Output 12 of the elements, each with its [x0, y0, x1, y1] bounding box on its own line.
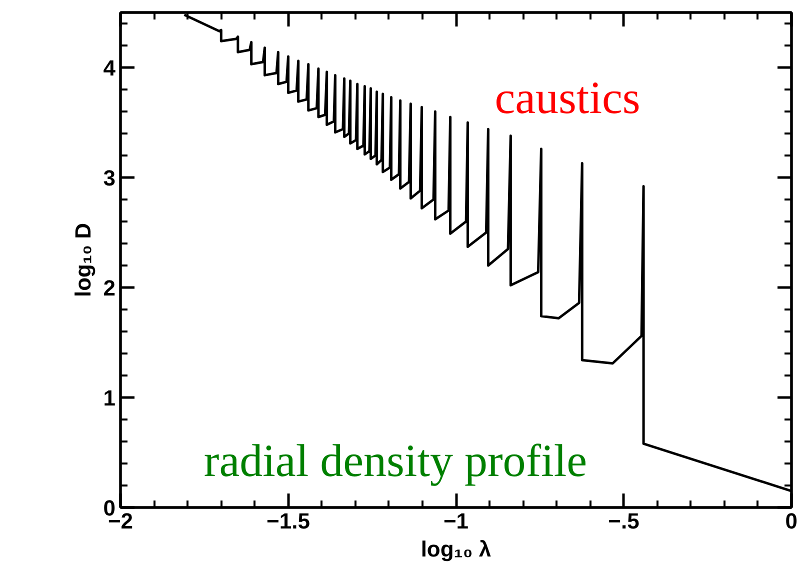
x-axis-title: log₁₀ λ [420, 536, 492, 562]
x-tick-label: 0 [785, 508, 797, 534]
x-tick-label: −1.5 [266, 508, 310, 534]
x-tick-label: −.5 [608, 508, 640, 534]
annotation: caustics [494, 72, 640, 123]
y-tick-label: 4 [103, 56, 116, 80]
annotation: radial density profile [204, 435, 588, 486]
y-tick-label: 3 [103, 166, 116, 190]
y-tick-label: 1 [103, 386, 116, 410]
y-axis-title: log₁₀ D [70, 222, 96, 297]
x-tick-label: −1 [443, 508, 469, 534]
y-tick-label: 2 [103, 276, 116, 300]
